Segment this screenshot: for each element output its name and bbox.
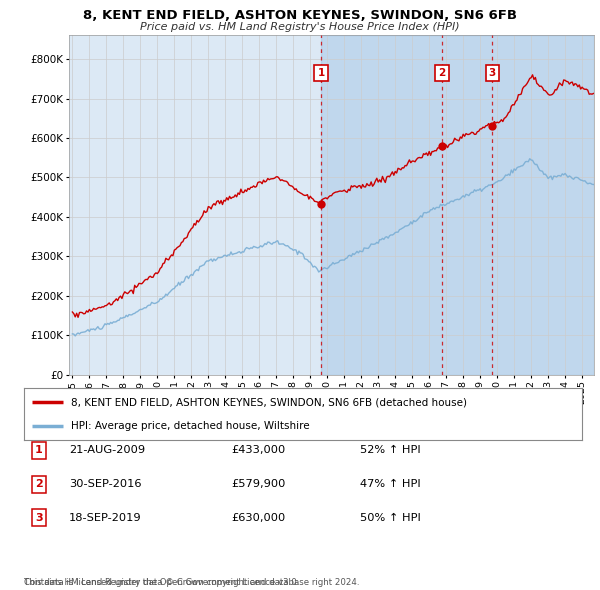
Text: £433,000: £433,000 <box>231 445 285 455</box>
Text: Price paid vs. HM Land Registry's House Price Index (HPI): Price paid vs. HM Land Registry's House … <box>140 22 460 32</box>
Text: Contains HM Land Registry data © Crown copyright and database right 2024.: Contains HM Land Registry data © Crown c… <box>24 578 359 587</box>
Text: 3: 3 <box>35 513 43 523</box>
Text: This data is licensed under the Open Government Licence v3.0.: This data is licensed under the Open Gov… <box>24 568 299 587</box>
Text: 47% ↑ HPI: 47% ↑ HPI <box>360 479 421 489</box>
Text: 8, KENT END FIELD, ASHTON KEYNES, SWINDON, SN6 6FB: 8, KENT END FIELD, ASHTON KEYNES, SWINDO… <box>83 9 517 22</box>
Text: 1: 1 <box>35 445 43 455</box>
Bar <box>321 35 594 375</box>
Text: 2: 2 <box>35 479 43 489</box>
Text: 18-SEP-2019: 18-SEP-2019 <box>69 513 142 523</box>
Text: HPI: Average price, detached house, Wiltshire: HPI: Average price, detached house, Wilt… <box>71 421 310 431</box>
Text: 1: 1 <box>317 68 325 78</box>
Text: 21-AUG-2009: 21-AUG-2009 <box>69 445 145 455</box>
Text: 8, KENT END FIELD, ASHTON KEYNES, SWINDON, SN6 6FB (detached house): 8, KENT END FIELD, ASHTON KEYNES, SWINDO… <box>71 397 467 407</box>
Text: 50% ↑ HPI: 50% ↑ HPI <box>360 513 421 523</box>
Text: 3: 3 <box>489 68 496 78</box>
Text: £579,900: £579,900 <box>231 479 286 489</box>
Text: £630,000: £630,000 <box>231 513 285 523</box>
Text: 2: 2 <box>438 68 446 78</box>
Text: 30-SEP-2016: 30-SEP-2016 <box>69 479 142 489</box>
Text: 52% ↑ HPI: 52% ↑ HPI <box>360 445 421 455</box>
